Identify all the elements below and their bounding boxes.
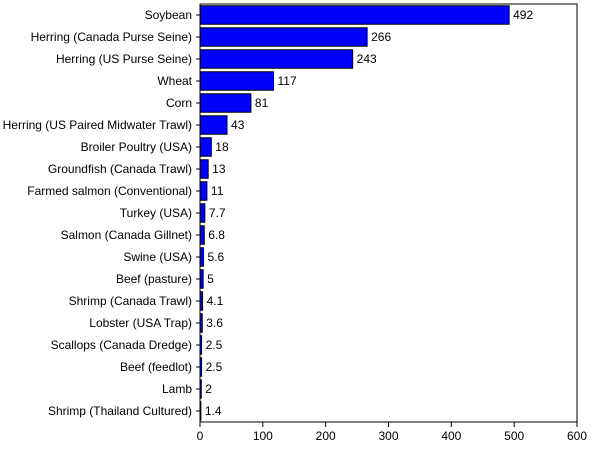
value-label: 18 <box>215 140 229 154</box>
x-tick-label: 400 <box>441 429 461 443</box>
value-label: 266 <box>371 30 391 44</box>
bar <box>199 335 203 355</box>
category-label: Groundfish (Canada Trawl) <box>48 162 192 176</box>
value-label: 4.1 <box>207 294 224 308</box>
bar <box>199 137 212 157</box>
category-label: Farmed salmon (Conventional) <box>27 184 192 198</box>
value-label: 492 <box>513 8 533 22</box>
category-label: Broiler Poultry (USA) <box>81 140 192 154</box>
value-label: 2.5 <box>206 360 223 374</box>
bar <box>199 27 368 47</box>
bar <box>199 203 206 223</box>
category-label: Salmon (Canada Gillnet) <box>61 228 192 242</box>
x-tick-label: 500 <box>504 429 524 443</box>
category-labels-group: Soybean Herring (Canada Purse Seine) Herri… <box>3 8 193 418</box>
bar <box>199 401 202 421</box>
category-label: Herring (US Purse Seine) <box>56 52 192 66</box>
value-label: 6.8 <box>208 228 225 242</box>
value-label: 13 <box>212 162 226 176</box>
value-label: 11 <box>211 184 224 198</box>
bar <box>199 49 354 69</box>
category-label: Turkey (USA) <box>120 206 192 220</box>
x-tick-label: 200 <box>316 429 336 443</box>
category-label: Wheat <box>157 74 192 88</box>
category-label: Soybean <box>145 8 192 22</box>
value-label: 7.7 <box>209 206 226 220</box>
bar <box>199 313 203 333</box>
bar <box>199 181 208 201</box>
bar <box>199 357 203 377</box>
x-tick-label: 600 <box>567 429 587 443</box>
x-axis: 0 100 200 300 400 500 600 <box>196 14 587 443</box>
bars-group <box>199 5 510 421</box>
bar <box>199 93 252 113</box>
value-label: 1.4 <box>205 404 222 418</box>
bar <box>199 71 275 91</box>
category-label: Beef (pasture) <box>116 272 192 286</box>
x-tick-label: 100 <box>253 429 273 443</box>
bar <box>199 291 204 311</box>
bar <box>199 5 510 25</box>
value-label: 2 <box>205 382 212 396</box>
category-label: Herring (US Paired Midwater Trawl) <box>3 118 192 132</box>
value-label: 3.6 <box>206 316 223 330</box>
x-tick-label: 300 <box>378 429 398 443</box>
value-label: 5 <box>207 272 214 286</box>
category-label: Shrimp (Thailand Cultured) <box>48 404 192 418</box>
value-label: 5.6 <box>208 250 225 264</box>
bar <box>199 247 205 267</box>
value-label: 117 <box>278 74 297 88</box>
category-label: Lobster (USA Trap) <box>89 316 192 330</box>
category-label: Swine (USA) <box>123 250 192 264</box>
value-label: 81 <box>255 96 269 110</box>
value-label: 243 <box>357 52 377 66</box>
category-label: Herring (Canada Purse Seine) <box>31 30 192 44</box>
bar <box>199 269 204 289</box>
value-label: 43 <box>231 118 245 132</box>
category-label: Lamb <box>162 382 192 396</box>
x-tick-label: 0 <box>197 429 204 443</box>
category-label: Shrimp (Canada Trawl) <box>69 294 192 308</box>
category-label: Corn <box>166 96 192 110</box>
bar <box>199 159 209 179</box>
category-label: Beef (feedlot) <box>120 360 192 374</box>
bar <box>199 115 228 135</box>
bar <box>199 225 205 245</box>
category-label: Scallops (Canada Dredge) <box>51 338 192 352</box>
bar <box>199 379 202 399</box>
value-label: 2.5 <box>206 338 223 352</box>
